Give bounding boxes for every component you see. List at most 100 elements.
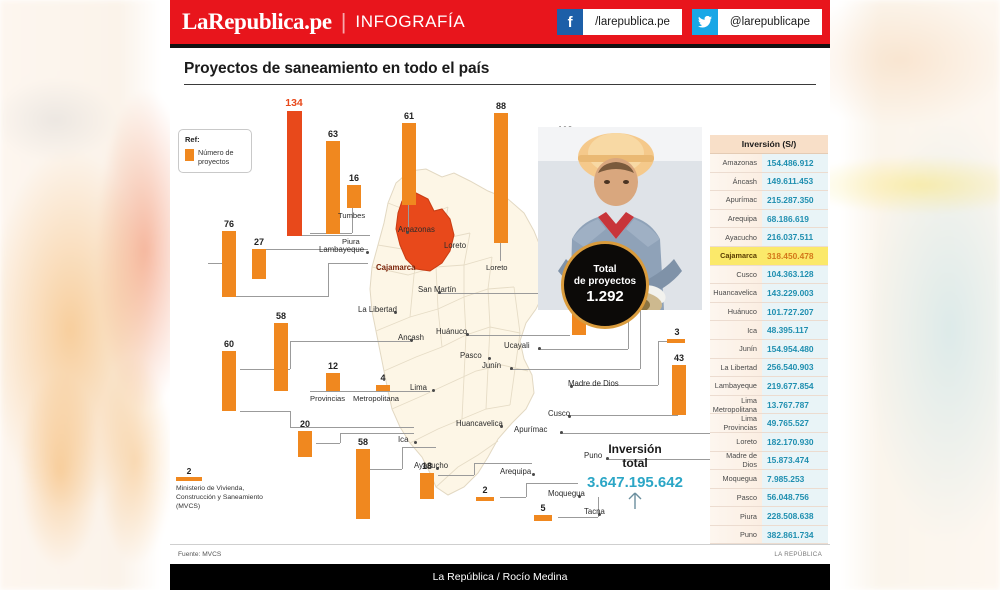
connector-ucayali bbox=[538, 349, 628, 350]
badge-total-value: 1.292 bbox=[586, 287, 624, 305]
bar-value-ayacucho-58: 58 bbox=[357, 437, 368, 447]
table-cell-region: Moquegua bbox=[710, 470, 762, 488]
table-row: Arequipa 68.186.619 bbox=[710, 209, 828, 229]
header-section-label: INFOGRAFÍA bbox=[355, 12, 466, 31]
connector-moquegua bbox=[500, 497, 526, 498]
table-cell-value: 216.037.511 bbox=[762, 228, 828, 246]
table-row: Lambayeque 219.677.854 bbox=[710, 377, 828, 396]
bar-sublabel-piura: Piura bbox=[342, 237, 360, 246]
arrow-up-icon bbox=[628, 492, 642, 509]
badge-line-1: Total bbox=[593, 264, 617, 276]
map-dot-moquegua bbox=[578, 495, 581, 498]
bar-ica-20 bbox=[298, 431, 312, 457]
facebook-link[interactable]: f /larepublica.pe bbox=[557, 9, 682, 35]
connector-sanmartin bbox=[438, 293, 560, 294]
legend-swatch-icon bbox=[185, 149, 194, 161]
badge-line-2: de proyectos bbox=[573, 275, 637, 287]
table-cell-region: Lima Provincias bbox=[710, 414, 762, 432]
investment-total-label-2: total bbox=[622, 455, 648, 470]
map-label-sanmartin: San Martín bbox=[418, 285, 457, 294]
table-row: Loreto 182.170.930 bbox=[710, 432, 828, 452]
map-label-amazonas: Amazonas bbox=[398, 225, 435, 234]
connector-tacna-v bbox=[598, 497, 599, 517]
bar-tacna-5 bbox=[534, 515, 552, 521]
bar-loreto-88 bbox=[494, 113, 508, 243]
map-label-apurimac: Apurímac bbox=[514, 425, 548, 434]
table-row: La Libertad 256.540.903 bbox=[710, 358, 828, 378]
map-label-huancavelica: Huancavelica bbox=[456, 419, 503, 428]
table-cell-region: Piura bbox=[710, 507, 762, 525]
site-header: LaRepublica.pe | INFOGRAFÍA f /larepubli… bbox=[170, 0, 830, 44]
table-cell-value: 101.727.207 bbox=[762, 302, 828, 321]
connector-arequipa bbox=[438, 475, 474, 476]
mvcs-label: Ministerio de Vivienda, Construcción y S… bbox=[176, 485, 263, 511]
twitter-link[interactable]: @larepublicape bbox=[691, 9, 822, 35]
map-dot-puno bbox=[606, 457, 609, 460]
table-cell-value: 56.048.756 bbox=[762, 488, 828, 507]
table-header: Inversión (S/) bbox=[710, 135, 828, 154]
mvcs-value: 2 bbox=[186, 466, 192, 476]
title-rule bbox=[184, 84, 816, 85]
bar-cajamarca-134 bbox=[287, 111, 302, 236]
mvcs-bar bbox=[176, 477, 202, 481]
map-label-madrededios: Madre de Dios bbox=[568, 379, 619, 388]
connector-ica-h2 bbox=[340, 433, 414, 434]
map-label-pasco: Pasco bbox=[460, 351, 482, 360]
brand-right-label: LA REPÚBLICA bbox=[774, 551, 822, 558]
map-label-lalibertad: La Libertad bbox=[358, 305, 398, 314]
table-cell-value: 182.170.930 bbox=[762, 432, 828, 451]
bar-value-cusco-43: 43 bbox=[673, 353, 684, 363]
map-dot-amazonas bbox=[406, 231, 409, 234]
bar-ica-60 bbox=[222, 351, 236, 411]
map-dot-lalibertad bbox=[394, 311, 397, 314]
map-dot-ayacucho bbox=[436, 467, 439, 470]
map-label-lambayeque: Lambayeque bbox=[319, 245, 365, 254]
source-label: Fuente: MVCS bbox=[178, 551, 222, 558]
connector-moquegua-v bbox=[526, 483, 527, 497]
bar-value-lambayeque-27: 27 bbox=[253, 237, 264, 247]
table-row: Amazonas 154.486.912 bbox=[710, 154, 828, 173]
map-dot-junin bbox=[510, 367, 513, 370]
map-dot-cusco bbox=[568, 415, 571, 418]
connector-madrededios bbox=[570, 385, 658, 386]
table-cell-value: 215.287.350 bbox=[762, 191, 828, 209]
connector-cusco bbox=[568, 415, 678, 416]
infographic-card: LaRepublica.pe | INFOGRAFÍA f /larepubli… bbox=[170, 0, 830, 590]
map-label-huanuco: Huánuco bbox=[436, 327, 468, 336]
map-dot-tacna bbox=[598, 513, 601, 516]
connector-arequipa-h bbox=[474, 463, 532, 464]
bar-sublabel-loreto: Loreto bbox=[486, 263, 508, 272]
map-label-ancash: Ancash bbox=[398, 333, 425, 342]
map-label-arequipa: Arequipa bbox=[500, 467, 532, 476]
bar-value-lima-metropolitana-4: 4 bbox=[380, 373, 386, 383]
table-cell-region: Lambayeque bbox=[710, 377, 762, 395]
table-cell-region: Huancavelica bbox=[710, 284, 762, 302]
investment-table: Inversión (S/) Amazonas 154.486.912 Áncash… bbox=[710, 135, 828, 590]
source-bar: Fuente: MVCS LA REPÚBLICA bbox=[170, 544, 830, 564]
connector-ayacucho-v bbox=[402, 447, 403, 469]
table-cell-region: Pasco bbox=[710, 488, 762, 507]
table-cell-region: Junín bbox=[710, 339, 762, 358]
bar-ancash-58 bbox=[274, 323, 288, 391]
table-cell-region: Puno bbox=[710, 525, 762, 544]
table-cell-value: 149.611.453 bbox=[762, 172, 828, 191]
connector-piura bbox=[228, 296, 328, 297]
connector-apurimac bbox=[560, 433, 738, 434]
table-cell-region: La Libertad bbox=[710, 358, 762, 377]
table-cell-region: Madre de Dios bbox=[710, 451, 762, 469]
chart-stage: Ref: Número de proyectos bbox=[170, 85, 830, 590]
bar-value-moquegua-2: 2 bbox=[482, 485, 488, 495]
investment-total-label-1: Inversión bbox=[608, 442, 662, 456]
table-cell-value: 219.677.854 bbox=[762, 377, 828, 395]
table-cell-value: 15.873.474 bbox=[762, 451, 828, 470]
table-row: Moquegua 7.985.253 bbox=[710, 470, 828, 489]
table-row: Áncash 149.611.453 bbox=[710, 172, 828, 192]
table-row: Huancavelica 143.229.003 bbox=[710, 284, 828, 303]
map-dot-huancavelica bbox=[500, 425, 503, 428]
connector-ancash bbox=[290, 341, 410, 342]
connector-huanuco bbox=[466, 335, 570, 336]
map-label-tacna: Tacna bbox=[584, 507, 605, 516]
bar-lima-metropolitana-4 bbox=[376, 385, 390, 391]
site-logo[interactable]: LaRepublica.pe bbox=[182, 9, 332, 34]
connector-puno bbox=[606, 459, 790, 460]
